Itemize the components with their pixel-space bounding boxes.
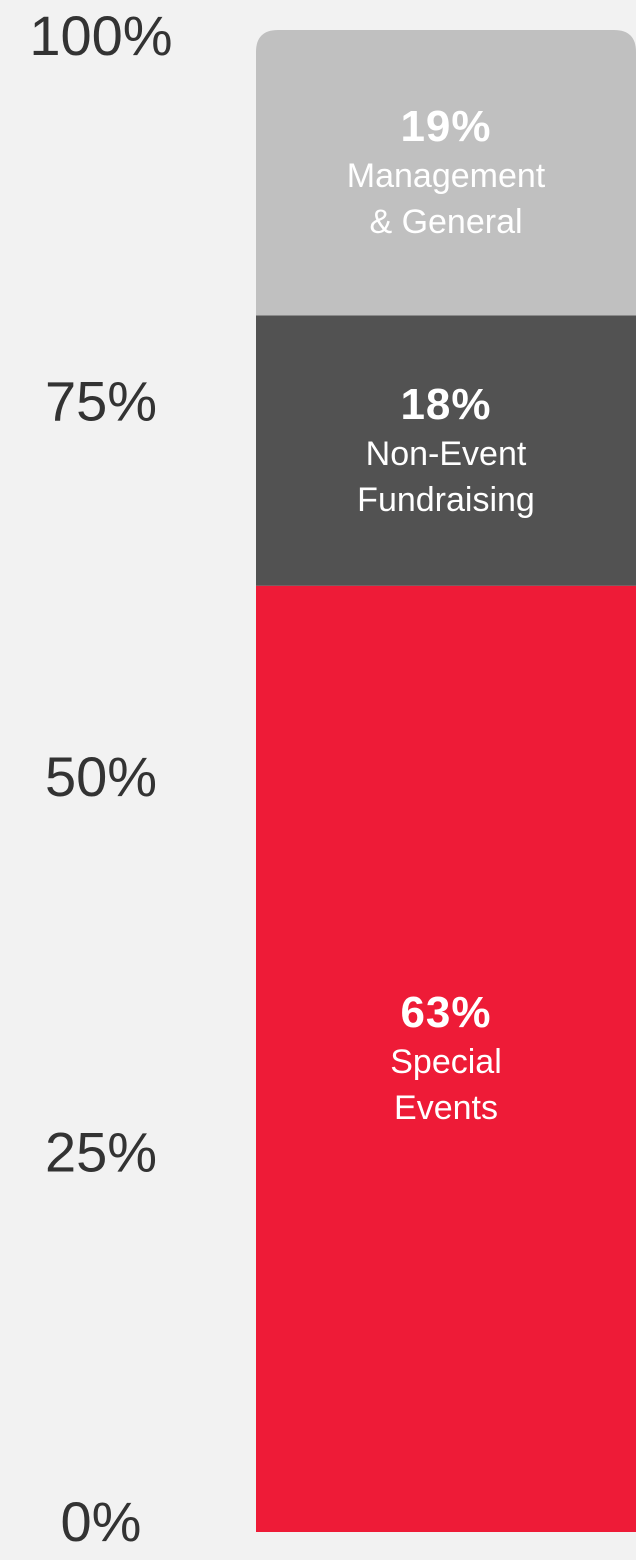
series-name: Non-Event Fundraising — [357, 434, 535, 519]
data-label: 19% — [400, 101, 492, 151]
bar-segment — [256, 585, 636, 1532]
segment-label: 19% Management & General — [335, 101, 557, 245]
y-tick-label: 25% — [45, 1120, 157, 1183]
segment-label: 63% Special Events — [335, 987, 557, 1131]
series-name: Management & General — [346, 156, 546, 241]
data-label: 18% — [400, 379, 492, 429]
y-tick-label: 50% — [45, 745, 157, 808]
bar-segment — [256, 30, 636, 316]
data-label: 63% — [400, 987, 492, 1037]
y-tick-label: 0% — [61, 1490, 142, 1553]
segment-label: 18% Non-Event Fundraising — [335, 379, 557, 523]
y-tick-label: 75% — [45, 369, 157, 432]
y-tick-label: 100% — [29, 4, 172, 67]
bar-segment — [256, 315, 636, 586]
series-name: Special Events — [390, 1042, 502, 1127]
